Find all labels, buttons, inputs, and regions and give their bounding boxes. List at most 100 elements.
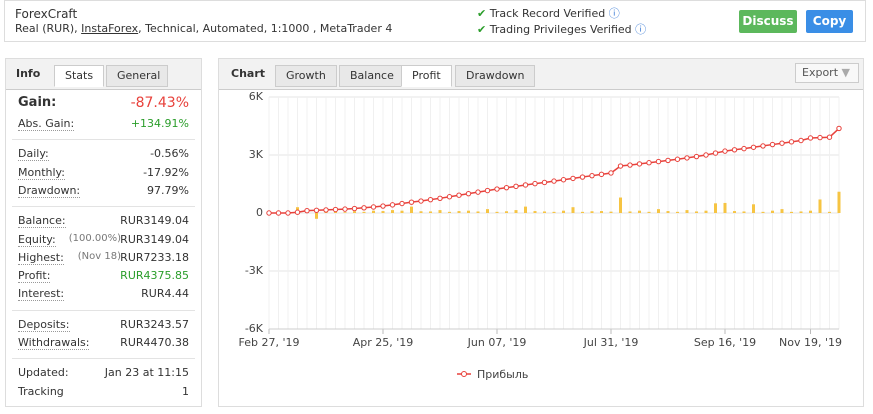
stat-note: (Nov 18) bbox=[77, 250, 121, 262]
stat-value: -0.56% bbox=[150, 147, 189, 161]
bar bbox=[752, 204, 755, 213]
point bbox=[475, 189, 481, 195]
y-tick-label: 0 bbox=[256, 206, 263, 219]
bar bbox=[448, 211, 451, 213]
x-tick-label: Apr 25, '19 bbox=[353, 336, 414, 349]
point bbox=[437, 195, 443, 202]
point bbox=[617, 163, 624, 169]
legend-marker bbox=[461, 371, 467, 377]
stat-label: Drawdown: bbox=[18, 183, 81, 198]
x-tick-label: Jun 07, '19 bbox=[467, 336, 527, 349]
bar bbox=[695, 211, 698, 213]
point bbox=[684, 155, 690, 161]
link[interactable]: InstaForex bbox=[81, 22, 139, 35]
bar bbox=[704, 210, 708, 213]
point bbox=[266, 210, 272, 216]
x-tick-label: Sep 16, '19 bbox=[694, 336, 756, 349]
point bbox=[551, 178, 557, 184]
bar bbox=[809, 210, 812, 213]
point bbox=[807, 135, 814, 141]
point bbox=[712, 150, 719, 156]
stat-label: Deposits: bbox=[18, 317, 70, 332]
stat-label: Updated: bbox=[18, 366, 69, 380]
stat-value: RUR4375.85 bbox=[120, 269, 189, 283]
stat-label: Monthly: bbox=[18, 165, 65, 180]
point bbox=[332, 206, 339, 213]
point bbox=[655, 158, 662, 165]
bar bbox=[438, 210, 442, 213]
point bbox=[408, 199, 415, 205]
bar bbox=[343, 212, 347, 213]
point bbox=[361, 205, 367, 211]
stat-value: RUR4470.38 bbox=[120, 336, 189, 349]
x-tick-label: Feb 27, '19 bbox=[239, 336, 300, 349]
bar bbox=[799, 211, 803, 213]
point bbox=[665, 157, 671, 164]
stat-value: RUR4.44 bbox=[141, 287, 189, 301]
point bbox=[323, 207, 329, 213]
point bbox=[693, 153, 700, 160]
export-button[interactable]: Export ▼ bbox=[795, 63, 859, 83]
copy-button[interactable]: Copy bbox=[806, 10, 853, 33]
point bbox=[285, 210, 291, 216]
point bbox=[313, 207, 320, 213]
y-tick-label: -6K bbox=[245, 322, 264, 335]
point bbox=[608, 170, 614, 176]
bar bbox=[467, 210, 470, 213]
bar bbox=[486, 209, 489, 213]
text: Real (RUR), bbox=[15, 22, 82, 35]
stat-note: (100.00%) bbox=[68, 232, 121, 244]
point bbox=[560, 177, 567, 183]
panel-title: Info bbox=[16, 67, 41, 80]
stat-label: Balance: bbox=[18, 214, 66, 229]
tab[interactable]: Drawdown bbox=[455, 65, 536, 87]
tab[interactable]: Balance bbox=[339, 65, 405, 87]
point bbox=[342, 206, 348, 212]
stat-value: 97.79% bbox=[147, 183, 189, 197]
point bbox=[769, 141, 776, 148]
subtitle: Real (RUR), InstaForex, Technical, Autom… bbox=[15, 22, 392, 35]
point bbox=[304, 207, 310, 214]
point bbox=[836, 125, 842, 132]
point bbox=[513, 183, 519, 190]
bar bbox=[638, 210, 641, 213]
bar bbox=[362, 211, 366, 213]
point bbox=[494, 186, 500, 192]
export-label: Export bbox=[802, 66, 839, 79]
point bbox=[456, 192, 462, 198]
point bbox=[570, 175, 576, 182]
bar bbox=[628, 211, 632, 213]
bar bbox=[723, 202, 727, 213]
bar bbox=[514, 210, 518, 213]
chart-panel: Chart Growth Balance Profit Drawdown Exp… bbox=[218, 58, 864, 407]
stat-label: Profit: bbox=[18, 269, 51, 284]
stat-label: Equity: bbox=[18, 232, 56, 247]
point bbox=[541, 179, 548, 186]
tab[interactable]: Profit bbox=[401, 65, 452, 87]
point bbox=[446, 194, 453, 200]
bar bbox=[581, 211, 584, 213]
tab[interactable]: Stats bbox=[54, 65, 105, 87]
bar bbox=[780, 209, 784, 213]
point bbox=[826, 134, 833, 140]
bar bbox=[828, 211, 831, 213]
point bbox=[674, 156, 681, 162]
y-tick-label: 6K bbox=[249, 90, 264, 103]
tab[interactable]: General bbox=[106, 65, 168, 87]
point bbox=[351, 205, 358, 212]
point bbox=[798, 137, 804, 144]
point bbox=[636, 161, 643, 167]
tab[interactable]: Growth bbox=[275, 65, 337, 87]
bar bbox=[790, 211, 793, 213]
point bbox=[522, 182, 529, 188]
point bbox=[722, 148, 728, 154]
bar bbox=[476, 211, 480, 213]
stat-label: Daily: bbox=[18, 147, 49, 162]
bar bbox=[771, 210, 774, 213]
stat-value: Jan 23 at 11:15 bbox=[104, 366, 189, 380]
discuss-button[interactable]: Discuss bbox=[739, 10, 797, 33]
bar bbox=[381, 211, 385, 213]
point bbox=[532, 180, 538, 187]
